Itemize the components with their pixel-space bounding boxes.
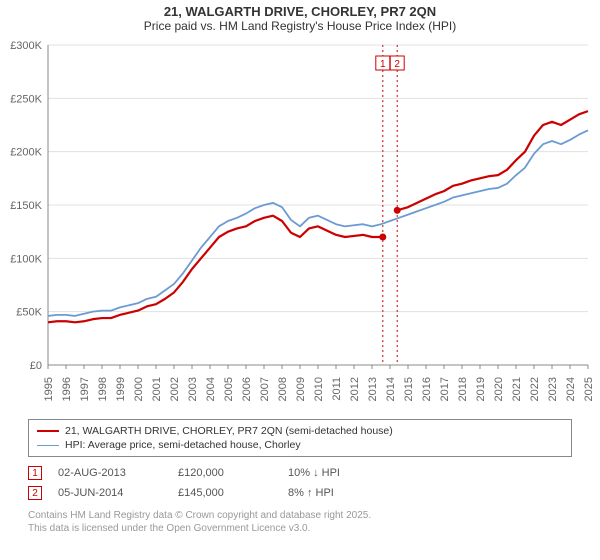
chart-plot: £0 £50K £100K £150K £200K £250K £300K 1995 1996 1… <box>0 35 600 415</box>
legend-swatch <box>37 445 59 446</box>
svg-text:2019: 2019 <box>475 377 487 401</box>
svg-text:1995: 1995 <box>43 377 55 401</box>
chart-subtitle: Price paid vs. HM Land Registry's House … <box>0 19 600 33</box>
svg-text:2024: 2024 <box>565 377 577 401</box>
svg-text:2009: 2009 <box>295 377 307 401</box>
event-marker: 2 <box>28 486 42 500</box>
svg-text:2013: 2013 <box>367 377 379 401</box>
svg-text:2003: 2003 <box>187 377 199 401</box>
attribution: Contains HM Land Registry data © Crown c… <box>28 509 572 535</box>
event-price: £145,000 <box>178 487 288 499</box>
svg-text:2000: 2000 <box>133 377 145 401</box>
svg-text:1996: 1996 <box>61 377 73 401</box>
svg-text:1999: 1999 <box>115 377 127 401</box>
svg-text:2: 2 <box>394 59 400 70</box>
svg-text:1998: 1998 <box>97 377 109 401</box>
event-annotations: 1 02-AUG-2013£120,00010% ↓ HPI 2 05-JUN-201… <box>28 463 572 503</box>
svg-text:£150K: £150K <box>10 200 42 212</box>
legend-item: HPI: Average price, semi-detached house,… <box>37 438 563 452</box>
attribution-line: This data is licensed under the Open Gov… <box>28 522 572 535</box>
svg-text:2008: 2008 <box>277 377 289 401</box>
chart-container: 21, WALGARTH DRIVE, CHORLEY, PR7 2QN Pri… <box>0 4 600 535</box>
svg-text:£100K: £100K <box>10 253 42 265</box>
svg-text:2004: 2004 <box>205 377 217 401</box>
legend-label: HPI: Average price, semi-detached house,… <box>65 439 301 451</box>
svg-text:2005: 2005 <box>223 377 235 401</box>
legend-label: 21, WALGARTH DRIVE, CHORLEY, PR7 2QN (se… <box>65 425 393 437</box>
svg-text:£0: £0 <box>30 360 42 372</box>
event-diff: 10% ↓ HPI <box>288 467 340 479</box>
svg-text:2015: 2015 <box>403 377 415 401</box>
svg-text:2025: 2025 <box>583 377 595 401</box>
svg-text:1: 1 <box>380 59 386 70</box>
svg-text:£200K: £200K <box>10 147 42 159</box>
event-date: 05-JUN-2014 <box>58 487 178 499</box>
svg-text:2012: 2012 <box>349 377 361 401</box>
svg-text:2007: 2007 <box>259 377 271 401</box>
legend: 21, WALGARTH DRIVE, CHORLEY, PR7 2QN (se… <box>28 419 572 457</box>
attribution-line: Contains HM Land Registry data © Crown c… <box>28 509 572 522</box>
legend-swatch <box>37 430 59 432</box>
svg-text:£300K: £300K <box>10 40 42 52</box>
event-marker: 1 <box>28 466 42 480</box>
svg-text:2016: 2016 <box>421 377 433 401</box>
svg-text:1997: 1997 <box>79 377 91 401</box>
svg-text:2023: 2023 <box>547 377 559 401</box>
svg-text:2011: 2011 <box>331 377 343 401</box>
svg-text:2006: 2006 <box>241 377 253 401</box>
event-row: 2 05-JUN-2014£145,0008% ↑ HPI <box>28 483 572 503</box>
svg-text:2021: 2021 <box>511 377 523 401</box>
event-row: 1 02-AUG-2013£120,00010% ↓ HPI <box>28 463 572 483</box>
svg-text:2014: 2014 <box>385 377 397 401</box>
svg-text:2018: 2018 <box>457 377 469 401</box>
svg-text:2022: 2022 <box>529 377 541 401</box>
chart-svg: £0 £50K £100K £150K £200K £250K £300K 1995 1996 1… <box>0 35 600 415</box>
svg-text:2002: 2002 <box>169 377 181 401</box>
svg-text:2001: 2001 <box>151 377 163 401</box>
event-diff: 8% ↑ HPI <box>288 487 334 499</box>
svg-text:£250K: £250K <box>10 93 42 105</box>
legend-item: 21, WALGARTH DRIVE, CHORLEY, PR7 2QN (se… <box>37 424 563 438</box>
svg-text:2017: 2017 <box>439 377 451 401</box>
event-date: 02-AUG-2013 <box>58 467 178 479</box>
chart-title: 21, WALGARTH DRIVE, CHORLEY, PR7 2QN <box>0 4 600 19</box>
svg-text:2010: 2010 <box>313 377 325 401</box>
svg-text:£50K: £50K <box>16 307 42 319</box>
svg-text:2020: 2020 <box>493 377 505 401</box>
event-price: £120,000 <box>178 467 288 479</box>
